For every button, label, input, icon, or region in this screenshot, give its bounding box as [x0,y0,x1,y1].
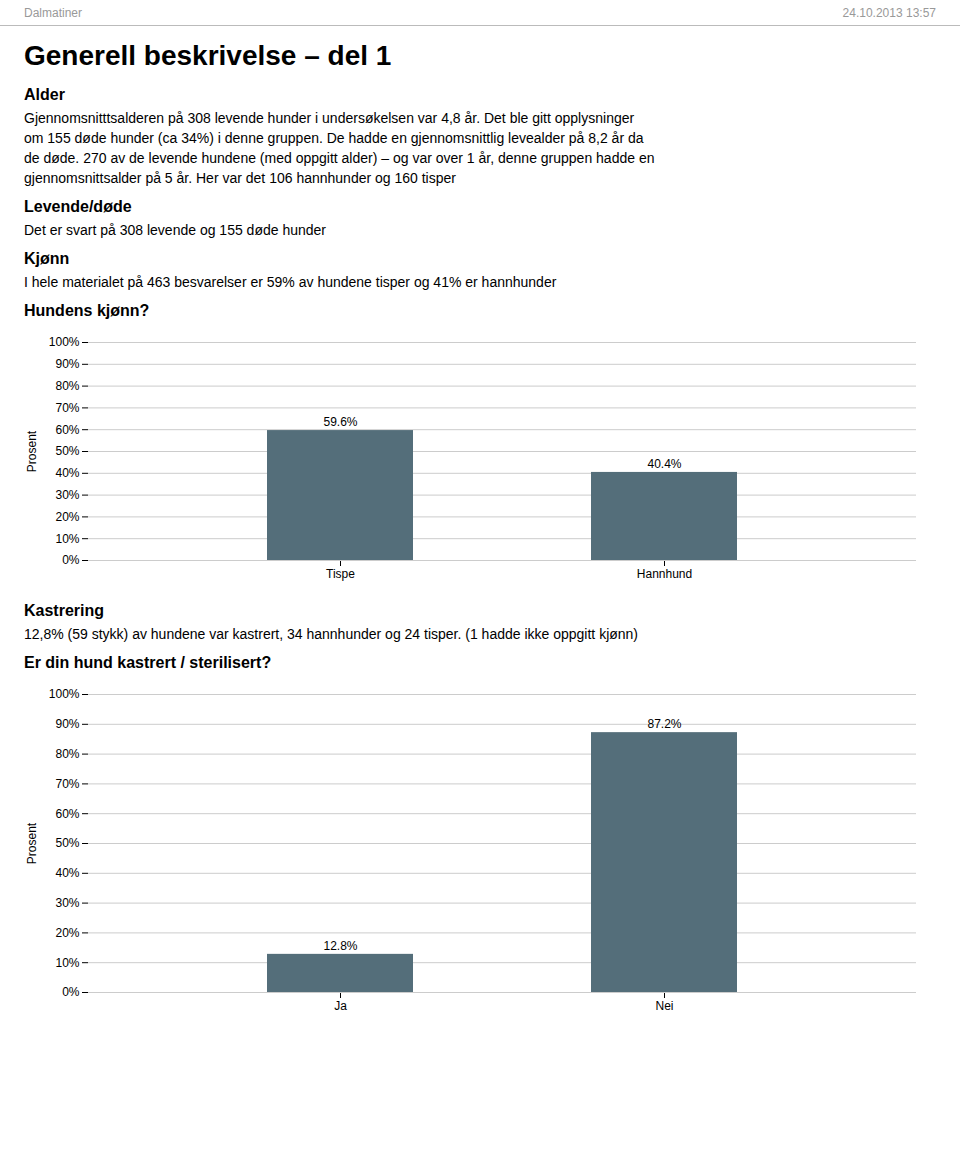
svg-text:100%: 100% [49,335,80,349]
svg-text:20%: 20% [55,510,79,524]
svg-text:20%: 20% [55,926,79,940]
html-text:Det er svart på 308 levende og: Det er svart på 308 levende og 155 døde … [24,222,326,238]
svg-text:30%: 30% [55,488,79,502]
svg-text:80%: 80% [55,747,79,761]
html-text:om 155 døde hunder (ca 34%) i: om 155 døde hunder (ca 34%) i denne grup… [24,130,644,146]
html-text:Generell beskrivelse – del 1: Generell beskrivelse – del 1 [24,40,392,71]
svg-text:40%: 40% [55,466,79,480]
html-text:gjennomsnittsalder på 5 år. He: gjennomsnittsalder på 5 år. Her var det … [24,170,456,186]
svg-text:59.6%: 59.6% [323,415,357,429]
svg-text:30%: 30% [55,896,79,910]
svg-text:10%: 10% [55,532,79,546]
svg-text:70%: 70% [55,401,79,415]
svg-text:90%: 90% [55,357,79,371]
svg-text:90%: 90% [55,717,79,731]
html-text:Levende/døde: Levende/døde [24,198,132,215]
html-text:Hundens kjønn?: Hundens kjønn? [24,302,150,319]
svg-text:87.2%: 87.2% [647,717,681,731]
svg-text:60%: 60% [55,807,79,821]
svg-text:80%: 80% [55,379,79,393]
svg-text:0%: 0% [62,985,80,999]
svg-text:50%: 50% [55,836,79,850]
svg-text:50%: 50% [55,444,79,458]
html-text:24.10.2013 13:57: 24.10.2013 13:57 [842,6,936,20]
svg-text:Prosent: Prosent [25,822,39,864]
html-text:Er din hund kastrert / sterili: Er din hund kastrert / sterilisert? [24,654,272,671]
svg-text:Nei: Nei [655,999,673,1013]
html-text:de døde. 270 av de levende hun: de døde. 270 av de levende hundene (med … [24,150,655,166]
svg-text:Prosent: Prosent [25,430,39,472]
html-text:Kastrering: Kastrering [24,602,104,619]
svg-text:0%: 0% [62,553,80,567]
html-text:I hele materialet på 463 besva: I hele materialet på 463 besvarelser er … [24,274,557,290]
html-text:Dalmatiner: Dalmatiner [24,6,82,20]
svg-text:40%: 40% [55,866,79,880]
svg-text:60%: 60% [55,423,79,437]
svg-text:12.8%: 12.8% [323,939,357,953]
svg-text:100%: 100% [49,687,80,701]
svg-text:Hannhund: Hannhund [637,567,692,581]
svg-text:Tispe: Tispe [326,567,355,581]
svg-text:70%: 70% [55,777,79,791]
html-text:12,8% (59 stykk) av hundene va: 12,8% (59 stykk) av hundene var kastrert… [24,626,638,642]
svg-text:40.4%: 40.4% [647,457,681,471]
html-text:Alder: Alder [24,86,65,103]
svg-text:10%: 10% [55,956,79,970]
svg-text:Ja: Ja [334,999,347,1013]
html-text:Kjønn: Kjønn [24,250,70,267]
html-text:Gjennomsnitttsalderen på 308 l: Gjennomsnitttsalderen på 308 levende hun… [24,110,635,126]
